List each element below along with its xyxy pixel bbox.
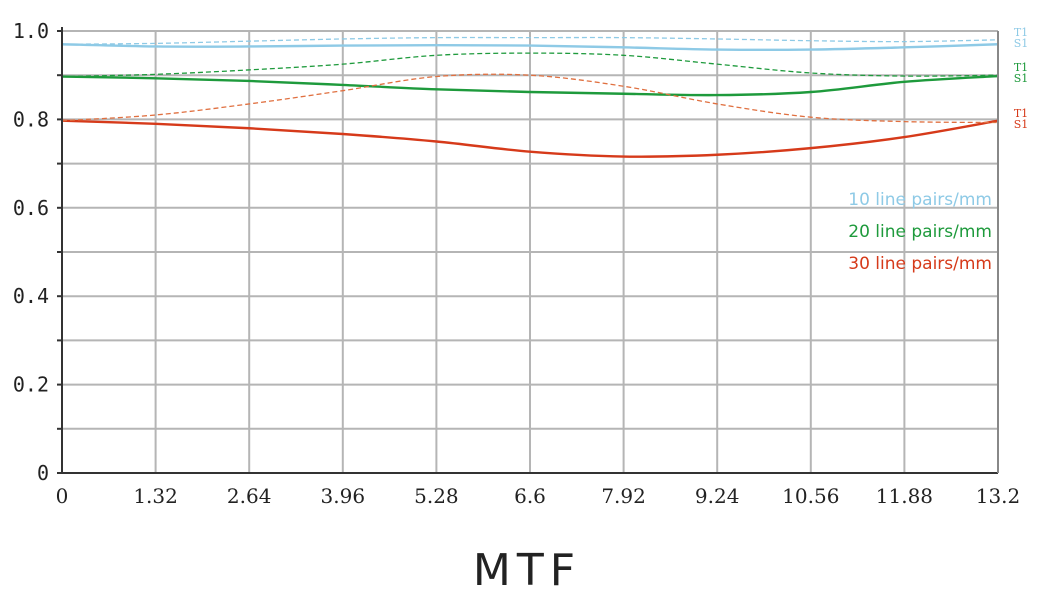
end-label: S1 <box>1014 72 1029 85</box>
series-line-2 <box>61 36 999 45</box>
x-tick-label: 1.32 <box>133 484 178 508</box>
series-line-5 <box>61 119 999 158</box>
y-tick-label: 0.8 <box>13 107 49 131</box>
legend: 10 line pairs/mm 20 line pairs/mm 30 line … <box>848 190 992 274</box>
grid <box>61 30 999 474</box>
end-label: T1 <box>1014 61 1028 74</box>
y-tick-label: 1.0 <box>13 19 49 43</box>
end-label: T1 <box>1014 26 1028 39</box>
chart-title: MTF <box>473 545 581 596</box>
x-tick-label: 6.6 <box>514 484 546 508</box>
series-line-1 <box>61 43 999 52</box>
x-tick-label: 3.96 <box>321 484 366 508</box>
series-layer <box>61 36 999 158</box>
y-tick-label: 0.4 <box>13 284 49 308</box>
x-tick-label: 10.56 <box>782 484 839 508</box>
axes <box>57 27 999 474</box>
end-label: S1 <box>1014 118 1029 131</box>
legend-entry: 30 line pairs/mm <box>848 254 992 274</box>
series-line-3 <box>61 74 999 97</box>
series-line-4 <box>61 52 999 78</box>
legend-entry: 10 line pairs/mm <box>848 190 992 210</box>
x-tick-label: 5.28 <box>414 484 459 508</box>
end-label: S1 <box>1014 37 1029 50</box>
x-tick-labels: 0 1.32 2.64 3.96 5.28 6.6 7.92 9.24 10.56 11.88 13… <box>56 484 1021 508</box>
y-tick-labels: 0 0.2 0.4 0.6 0.8 1.0 <box>13 19 49 485</box>
y-tick-label: 0.2 <box>13 373 49 397</box>
y-tick-label: 0 <box>37 461 49 485</box>
x-tick-label: 2.64 <box>227 484 272 508</box>
x-tick-label: 7.92 <box>601 484 646 508</box>
legend-entry: 20 line pairs/mm <box>848 222 992 242</box>
x-tick-label: 13.2 <box>976 484 1021 508</box>
x-tick-label: 11.88 <box>876 484 933 508</box>
x-tick-label: 0 <box>56 484 69 508</box>
y-tick-label: 0.6 <box>13 196 49 220</box>
x-tick-label: 9.24 <box>695 484 740 508</box>
end-label: T1 <box>1014 107 1028 120</box>
